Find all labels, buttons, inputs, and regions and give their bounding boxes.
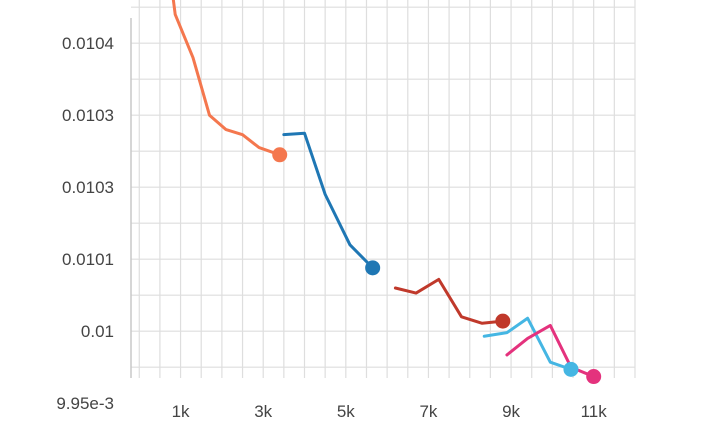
x-tick-label: 1k bbox=[172, 402, 190, 421]
y-tick-label: 9.95e-3 bbox=[56, 394, 114, 413]
series-line-4 bbox=[482, 316, 573, 371]
series-layer bbox=[171, 0, 596, 378]
x-tick-label: 7k bbox=[419, 402, 437, 421]
marker-layer bbox=[272, 147, 602, 385]
grid-layer bbox=[131, 0, 636, 378]
x-tick-label: 11k bbox=[581, 402, 608, 421]
y-tick-label: 0.01 bbox=[81, 322, 114, 341]
series-end-marker-2 bbox=[365, 260, 381, 276]
x-tick-label: 9k bbox=[502, 402, 520, 421]
label-layer: 1k 3k 5k 7k 9k 11k 0.0104 0.0103 0.0103 0.0101 0.0… bbox=[56, 34, 607, 421]
y-tick-label: 0.0103 bbox=[62, 178, 114, 197]
series-line-2 bbox=[282, 131, 375, 270]
y-tick-label: 0.0103 bbox=[62, 106, 114, 125]
series-end-marker-3 bbox=[495, 313, 511, 329]
x-tick-label: 3k bbox=[254, 402, 272, 421]
y-tick-label: 0.0104 bbox=[62, 34, 114, 53]
series-line-3 bbox=[393, 277, 505, 325]
series-line-1 bbox=[171, 0, 282, 157]
series-end-marker-4 bbox=[563, 361, 579, 377]
y-tick-label: 0.0101 bbox=[62, 250, 114, 269]
series-end-marker-5 bbox=[586, 369, 602, 385]
x-tick-label: 5k bbox=[337, 402, 355, 421]
series-line-5 bbox=[505, 323, 596, 378]
series-end-marker-1 bbox=[272, 147, 288, 163]
